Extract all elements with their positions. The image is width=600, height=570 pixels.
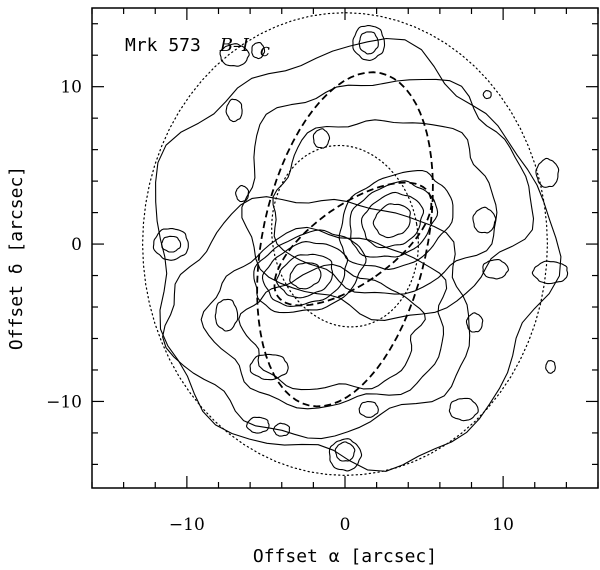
contour-southern-arm-outer [162,196,471,440]
contour-clump [152,227,189,261]
contour-northern-arm-inner [272,119,498,295]
outer-dashed-ellipse [256,71,434,408]
contour-northern-arm-outer [241,78,535,321]
contour-clump [360,191,425,249]
x-tick-label: −10 [169,515,205,535]
contour-clump [160,235,182,253]
contour-clump [352,24,386,61]
contour-clump [482,259,509,280]
contour-clump [482,89,492,100]
y-tick-label: −10 [46,392,82,412]
contour-clump [246,416,270,434]
contour-clump [531,260,569,285]
contour-lines [152,24,569,472]
contour-clump [334,441,356,462]
inner-dashed-ellipse [273,181,433,307]
model-ellipses [141,12,549,477]
contour-clump [225,98,243,123]
tick-labels: −10 0 10 −10 0 10 [46,78,514,535]
inner-dotted-ellipse [271,144,419,328]
y-axis-label: Offset δ [arcsec] [6,166,27,350]
contour-clump [349,180,439,258]
contour-southern-arm-core [238,263,426,391]
contour-clump [338,170,454,270]
title-band: B–I [219,35,250,56]
contour-clump [545,360,556,374]
contour-clump [251,42,266,60]
contour-clump [249,353,289,381]
plot-frame [91,7,599,489]
contour-clump [372,203,411,239]
contour-clump [261,241,349,307]
y-tick-label: 10 [60,78,82,98]
contour-clump [465,312,484,333]
outer-dotted-ellipse [141,12,549,477]
contour-clump [448,397,479,422]
contour-clump [275,253,334,299]
contour-clump [214,298,239,332]
contour-clump [235,184,250,203]
contour-outer-envelope [155,37,562,472]
contour-clump [328,438,363,472]
chart-title: Mrk 573 B–I c [125,35,270,61]
title-band-subscript: c [260,40,270,61]
x-axis-label: Offset α [arcsec] [253,546,437,567]
y-tick-label: 0 [71,235,82,255]
contour-clump [358,31,379,55]
contour-clump [312,128,331,149]
contour-clump [272,422,291,437]
contour-clump [289,262,322,290]
x-tick-label: 10 [492,515,514,535]
contour-clump [472,206,497,234]
axis-ticks [91,8,599,488]
contour-clump [358,401,379,418]
title-prefix: Mrk 573 [125,35,201,56]
contour-clump [535,157,560,188]
contour-clump [219,43,250,67]
x-tick-label: 0 [340,515,351,535]
